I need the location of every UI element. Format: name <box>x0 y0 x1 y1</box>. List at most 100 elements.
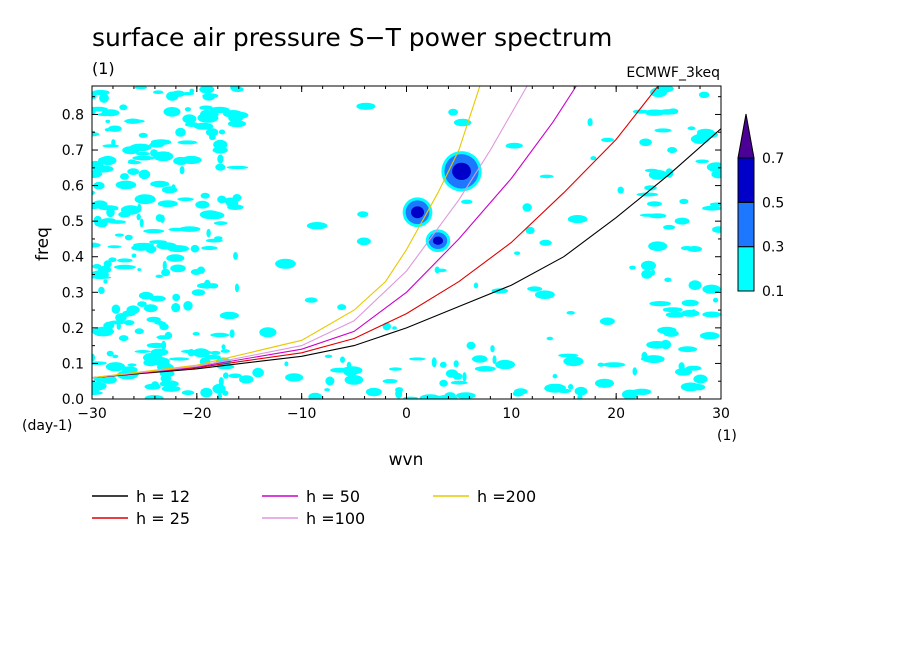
power-patch <box>136 151 150 156</box>
power-patch <box>219 311 239 320</box>
power-patch <box>204 211 225 220</box>
power-patch <box>149 240 167 244</box>
power-patch <box>632 388 652 395</box>
power-patch <box>105 362 126 372</box>
power-patch <box>702 311 721 318</box>
power-patch <box>453 360 459 368</box>
power-patch <box>184 122 199 127</box>
power-patch <box>678 346 698 353</box>
x-tick-label: 10 <box>502 406 520 422</box>
power-patch <box>648 241 668 251</box>
power-patch <box>192 332 200 336</box>
power-patch <box>101 218 116 223</box>
power-patch <box>650 269 656 276</box>
power-patch <box>568 384 574 390</box>
power-patch <box>461 199 473 204</box>
power-patch <box>226 165 249 170</box>
power-patch <box>127 168 140 176</box>
power-patch <box>161 186 178 194</box>
subtitle-right: ECMWF_3keq <box>626 65 720 81</box>
power-patch <box>199 105 213 110</box>
power-patch <box>691 384 706 391</box>
power-patch <box>233 252 238 260</box>
power-patch <box>127 363 137 367</box>
power-patch <box>103 279 108 284</box>
power-region-core <box>432 236 444 245</box>
power-patch <box>444 392 456 399</box>
power-patch <box>115 313 127 322</box>
y-tick-label: 0.7 <box>62 143 84 159</box>
legend: h = 12 h = 25 h = 50 h =100 h =200 <box>92 487 536 528</box>
dispersion-curves <box>92 86 721 379</box>
power-patch <box>161 340 167 350</box>
power-patch <box>304 297 318 303</box>
power-patch <box>137 268 142 272</box>
power-patch <box>210 332 230 338</box>
colorbar-label: 0.7 <box>762 151 784 167</box>
power-patch <box>632 367 638 376</box>
power-patch <box>678 362 685 371</box>
power-patch <box>120 205 141 215</box>
power-patch <box>675 368 692 376</box>
power-patch <box>163 107 181 117</box>
power-patch <box>143 352 163 363</box>
power-patch <box>365 387 382 397</box>
y-unit-label: (day-1) <box>22 418 72 434</box>
power-patch <box>212 383 226 394</box>
power-patch <box>711 170 721 179</box>
power-patch <box>448 108 458 116</box>
power-patch <box>159 380 179 388</box>
power-patch <box>226 199 239 208</box>
power-patch <box>431 357 437 368</box>
power-patch <box>566 311 575 315</box>
power-patch <box>122 146 140 155</box>
power-patch <box>218 129 226 135</box>
power-patch <box>155 274 163 278</box>
y-tick-label: 0.8 <box>62 107 84 123</box>
power-patch <box>92 106 108 112</box>
power-patch <box>201 246 218 250</box>
colorbar-label: 0.1 <box>762 284 784 300</box>
power-patch <box>641 269 653 279</box>
power-patch <box>239 375 254 384</box>
power-patch <box>214 236 223 241</box>
colorbar-extension <box>737 113 755 159</box>
power-patch <box>127 160 141 165</box>
power-patch <box>702 284 721 294</box>
power-patch <box>92 387 100 394</box>
power-patch <box>687 126 696 131</box>
power-patch <box>184 107 191 112</box>
power-patch <box>217 393 222 399</box>
power-patch <box>92 276 112 279</box>
power-patch <box>144 395 164 399</box>
power-patch <box>525 226 535 234</box>
power-patch <box>492 355 497 365</box>
power-patch <box>382 322 391 331</box>
power-patch <box>343 368 358 377</box>
power-patch <box>179 166 185 175</box>
power-patch <box>663 224 676 230</box>
power-patch <box>667 108 679 115</box>
power-patch <box>252 367 264 378</box>
power-patch <box>647 201 662 207</box>
dispersion-curve <box>92 86 481 379</box>
power-patch <box>161 268 171 277</box>
power-patch <box>648 170 668 180</box>
power-patch <box>136 213 141 221</box>
power-patch <box>527 286 543 292</box>
power-patch <box>337 304 347 311</box>
power-patch <box>577 394 583 399</box>
power-patch <box>195 200 210 209</box>
power-patch <box>563 356 584 367</box>
power-patch <box>205 128 219 137</box>
colorbar-segment <box>737 201 755 248</box>
y-tick-label: 0.1 <box>62 356 84 372</box>
colorbar-segment <box>737 157 755 203</box>
power-patch <box>436 268 447 273</box>
power-patch <box>450 380 468 385</box>
power-patch <box>98 286 105 294</box>
power-patch <box>695 159 709 164</box>
power-patch <box>688 280 702 291</box>
power-patch <box>636 192 659 197</box>
